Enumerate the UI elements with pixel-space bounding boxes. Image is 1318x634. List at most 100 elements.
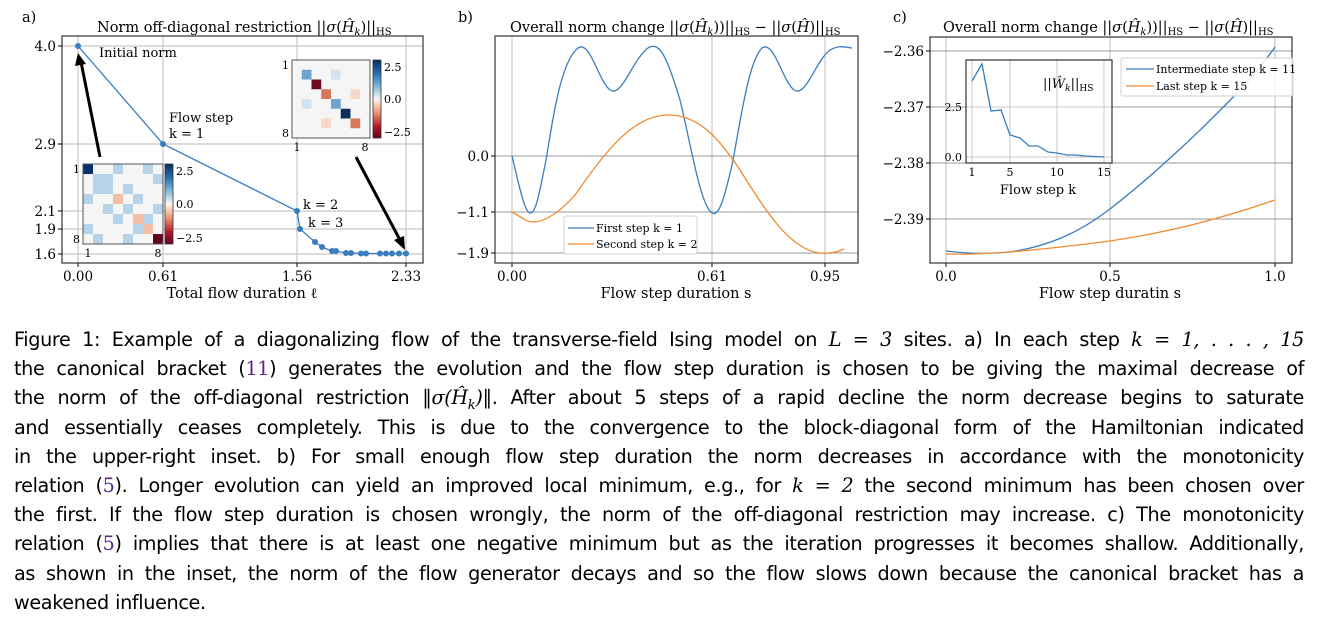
panel-b-label: b) bbox=[458, 10, 473, 26]
caption-line-6: relation (5). Longer evolution can yield… bbox=[14, 473, 1304, 497]
panel-b-grid bbox=[511, 36, 826, 263]
arrow-to-initial bbox=[75, 53, 102, 158]
panel-c: c) Overall norm change ||σ(Ĥk))||HS − ||… bbox=[883, 10, 1296, 302]
panel-a-label: a) bbox=[22, 10, 36, 26]
panel-c-title: Overall norm change ||σ(Ĥk))||HS − ||σ(Ĥ… bbox=[943, 18, 1274, 38]
svg-text:8: 8 bbox=[282, 127, 289, 140]
legend-second-step: Second step k = 2 bbox=[596, 238, 697, 251]
arrow-to-final bbox=[354, 156, 405, 250]
svg-text:−2.39: −2.39 bbox=[883, 212, 924, 228]
svg-text:−2.36: −2.36 bbox=[883, 44, 924, 60]
svg-text:10: 10 bbox=[1050, 166, 1064, 179]
svg-text:2.5: 2.5 bbox=[384, 61, 402, 74]
caption-line-2: the canonical bracket (11) generates the… bbox=[14, 357, 1304, 381]
svg-text:0.00: 0.00 bbox=[63, 269, 93, 285]
colorbar-final bbox=[372, 59, 382, 139]
svg-text:0.0: 0.0 bbox=[384, 93, 402, 106]
svg-text:8: 8 bbox=[155, 247, 162, 260]
svg-text:2.5: 2.5 bbox=[176, 165, 194, 178]
svg-text:0.5: 0.5 bbox=[1099, 269, 1120, 285]
panel-a-markers bbox=[75, 43, 409, 257]
svg-text:1: 1 bbox=[294, 141, 301, 154]
caption-line-9: as shown in the inset, the norm of the f… bbox=[14, 561, 1304, 585]
panel-b-xlabel: Flow step duration s bbox=[601, 286, 752, 302]
svg-text:8: 8 bbox=[362, 141, 369, 154]
panel-b-legend: First step k = 1 Second step k = 2 bbox=[563, 215, 698, 255]
panel-a-xlabel: Total flow duration ℓ bbox=[167, 286, 318, 302]
panel-c-xlabel: Flow step duratin s bbox=[1039, 286, 1181, 302]
svg-text:0.00: 0.00 bbox=[497, 269, 527, 285]
svg-text:1.56: 1.56 bbox=[282, 269, 312, 285]
inset-heatmap-initial: 1 8 1 8 2.5 0.0 −2.5 bbox=[73, 163, 203, 260]
svg-text:1: 1 bbox=[282, 59, 289, 72]
panel-c-legend: Intermediate step k = 11 Last step k = 1… bbox=[1120, 57, 1296, 97]
panel-a-yticks: 4.0 2.9 2.1 1.9 1.6 bbox=[35, 39, 62, 263]
inset-xlabel: Flow step k bbox=[1000, 183, 1076, 198]
svg-text:4.0: 4.0 bbox=[35, 39, 56, 55]
panel-b-xticks: 0.00 0.61 0.95 bbox=[497, 263, 840, 285]
panel-a-xticks: 0.00 0.61 1.56 2.33 bbox=[63, 263, 421, 285]
panel-b-yticks: 0.0 −1.1 −1.9 bbox=[456, 149, 495, 262]
svg-text:2.9: 2.9 bbox=[35, 137, 56, 153]
svg-text:−1.1: −1.1 bbox=[456, 205, 489, 221]
caption-line-5: in the upper-right inset. b) For small e… bbox=[14, 444, 1304, 468]
svg-text:−2.5: −2.5 bbox=[384, 126, 411, 139]
inset-heatmap-final: 1 8 1 8 2.5 0.0 −2.5 bbox=[282, 59, 411, 154]
legend-last-step: Last step k = 15 bbox=[1156, 80, 1247, 93]
svg-text:−1.9: −1.9 bbox=[456, 246, 489, 262]
panel-a: a) Norm off-diagonal restriction ||σ(Ĥk)… bbox=[22, 10, 424, 302]
panel-c-inset: 2.5 0.0 1 5 10 15 Flow step k ||Ŵk||HS bbox=[945, 59, 1113, 198]
svg-text:0.61: 0.61 bbox=[148, 269, 178, 285]
panel-b-second-step-curve bbox=[511, 114, 845, 254]
svg-text:0.61: 0.61 bbox=[697, 269, 727, 285]
annotation-initial-norm: Initial norm bbox=[99, 46, 177, 61]
panel-b-title: Overall norm change ||σ(Ĥk))||HS − ||σ(Ĥ… bbox=[510, 18, 841, 38]
panel-c-label: c) bbox=[893, 10, 907, 26]
equation-ref-11[interactable]: 11 bbox=[245, 357, 270, 381]
svg-text:1: 1 bbox=[969, 166, 976, 179]
caption-line-4: and essentially ceases completely. This … bbox=[14, 415, 1304, 439]
panel-c-xticks: 0.0 0.5 1.0 bbox=[935, 263, 1286, 285]
svg-text:2.33: 2.33 bbox=[391, 269, 421, 285]
svg-text:0.95: 0.95 bbox=[810, 269, 840, 285]
legend-intermediate-step: Intermediate step k = 11 bbox=[1156, 63, 1296, 76]
equation-ref-5[interactable]: 5 bbox=[102, 473, 115, 497]
annotation-k2: k = 2 bbox=[303, 198, 338, 213]
svg-text:0.0: 0.0 bbox=[468, 149, 489, 165]
svg-text:2.5: 2.5 bbox=[945, 101, 963, 114]
svg-text:5: 5 bbox=[1007, 166, 1014, 179]
svg-text:8: 8 bbox=[73, 233, 80, 246]
svg-text:−2.5: −2.5 bbox=[176, 232, 203, 245]
caption-line-1: Figure 1: Example of a diagonalizing flo… bbox=[14, 328, 1304, 351]
svg-text:0.0: 0.0 bbox=[945, 151, 963, 164]
panel-b: b) Overall norm change ||σ(Ĥk))||HS − ||… bbox=[456, 10, 859, 302]
panel-a-axes-frame bbox=[61, 35, 424, 264]
svg-text:0.0: 0.0 bbox=[176, 198, 194, 211]
legend-first-step: First step k = 1 bbox=[596, 222, 683, 235]
inset-generator-norm-line bbox=[971, 62, 1105, 158]
panel-c-axes-frame bbox=[929, 36, 1293, 264]
annotation-k3: k = 3 bbox=[308, 216, 343, 231]
svg-text:−2.37: −2.37 bbox=[883, 100, 924, 116]
caption-line-10: weakened influence. bbox=[14, 590, 206, 614]
svg-text:1: 1 bbox=[73, 163, 80, 176]
colorbar-initial bbox=[164, 163, 174, 245]
svg-text:1.6: 1.6 bbox=[35, 247, 56, 263]
svg-text:1.0: 1.0 bbox=[1264, 269, 1285, 285]
panel-b-first-step-curve bbox=[511, 45, 853, 215]
figure-caption: Figure 1: Example of a diagonalizing flo… bbox=[14, 325, 1304, 617]
annotation-k1: k = 1 bbox=[169, 127, 204, 142]
svg-text:1: 1 bbox=[85, 247, 92, 260]
svg-text:−2.38: −2.38 bbox=[883, 156, 924, 172]
caption-line-7: the first. If the flow step duration is … bbox=[14, 503, 1304, 527]
svg-text:2.1: 2.1 bbox=[35, 204, 56, 220]
annotation-flow-step: Flow step bbox=[169, 111, 233, 126]
panel-c-yticks: −2.36 −2.37 −2.38 −2.39 bbox=[883, 44, 930, 228]
equation-ref-5b[interactable]: 5 bbox=[102, 532, 115, 556]
svg-text:0.0: 0.0 bbox=[935, 269, 956, 285]
svg-text:15: 15 bbox=[1097, 166, 1111, 179]
figure: a) Norm off-diagonal restriction ||σ(Ĥk)… bbox=[0, 0, 1318, 310]
caption-line-3: the norm of the off-diagonal restriction… bbox=[14, 386, 1305, 414]
caption-line-8: relation (5) implies that there is at le… bbox=[14, 532, 1304, 556]
panel-c-last-curve bbox=[945, 199, 1276, 255]
